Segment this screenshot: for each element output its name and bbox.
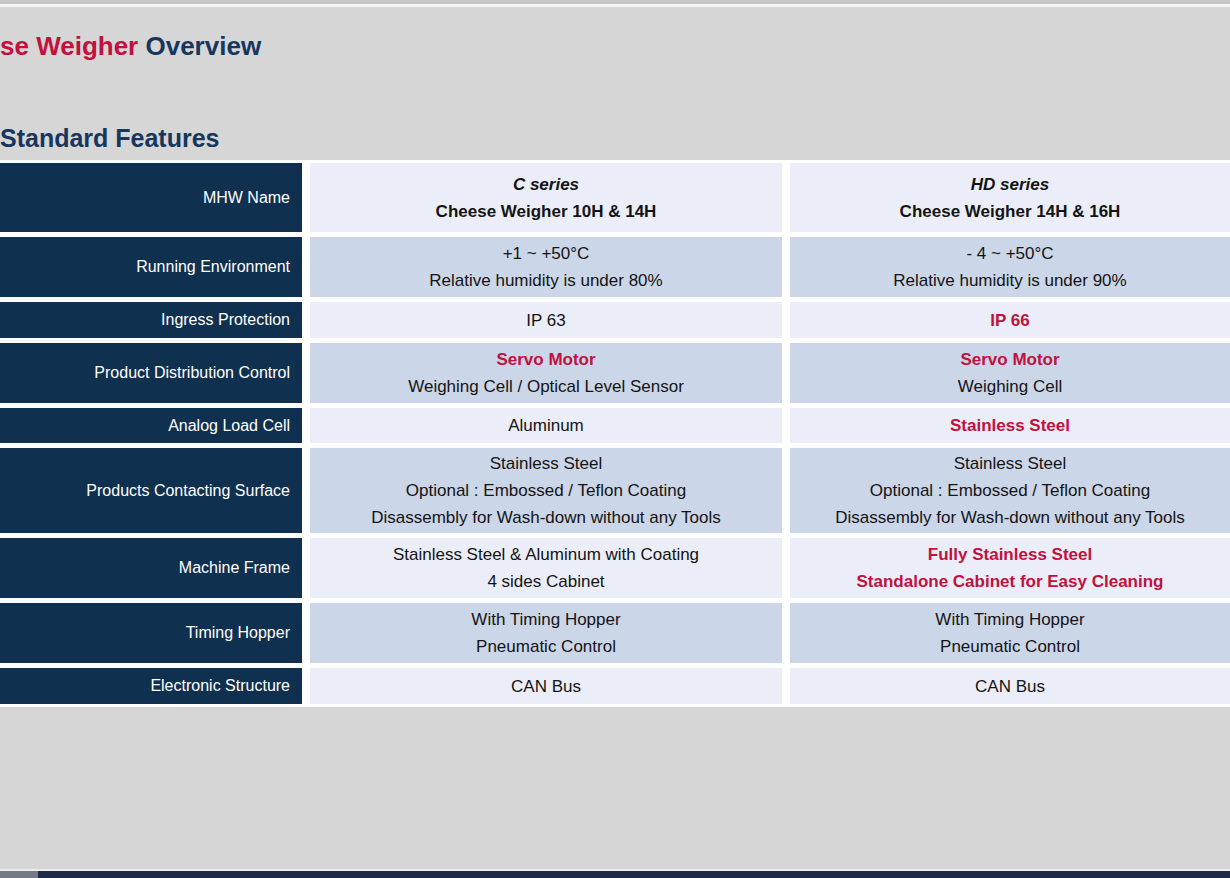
spec-cell-row3-col0: Servo MotorWeighing Cell / Optical Level…	[310, 343, 782, 403]
spec-line: With Timing Hopper	[471, 606, 620, 633]
spec-line: +1 ~ +50°C	[503, 240, 590, 267]
spec-cell-row4-col1: Stainless Steel	[790, 408, 1230, 443]
spec-line: IP 63	[526, 307, 565, 334]
spec-line: IP 66	[990, 307, 1029, 334]
spec-cell-row2-col1: IP 66	[790, 302, 1230, 338]
spec-line: 4 sides Cabinet	[487, 568, 604, 595]
row-header-cell: Ingress Protection	[0, 302, 302, 338]
spec-line: CAN Bus	[975, 673, 1045, 700]
row-header-cell: Running Environment	[0, 237, 302, 297]
spec-cell-row2-col0: IP 63	[310, 302, 782, 338]
slide-title: se Weigher Overview	[0, 31, 261, 62]
spec-line: Stainless Steel	[950, 412, 1070, 439]
spec-line: Optional : Embossed / Teflon Coating	[406, 477, 686, 504]
row-header-cell: Products Contacting Surface	[0, 448, 302, 533]
spec-line: Weighing Cell	[958, 373, 1063, 400]
features-table: MHW NameC seriesCheese Weigher 10H & 14H…	[0, 160, 1230, 707]
section-heading: Standard Features	[0, 124, 220, 153]
spec-line: Disassembly for Wash-down without any To…	[371, 504, 721, 531]
spec-line: CAN Bus	[511, 673, 581, 700]
spec-line: Relative humidity is under 80%	[429, 267, 662, 294]
spec-cell-row6-col0: Stainless Steel & Aluminum with Coating4…	[310, 538, 782, 598]
spec-line: HD series	[971, 171, 1049, 198]
spec-cell-row5-col0: Stainless SteelOptional : Embossed / Tef…	[310, 448, 782, 533]
slide-title-navy-part: Overview	[138, 31, 261, 61]
spec-line: Stainless Steel & Aluminum with Coating	[393, 541, 699, 568]
row-header-cell: MHW Name	[0, 163, 302, 232]
spec-cell-row7-col1: With Timing HopperPneumatic Control	[790, 603, 1230, 663]
spec-line: Stainless Steel	[954, 450, 1066, 477]
spec-line: Aluminum	[508, 412, 584, 439]
row-header-cell: Timing Hopper	[0, 603, 302, 663]
slide-title-red-part: se Weigher	[0, 31, 138, 61]
row-header-cell: Analog Load Cell	[0, 408, 302, 443]
spec-cell-row8-col0: CAN Bus	[310, 668, 782, 704]
row-header-cell: Machine Frame	[0, 538, 302, 598]
spec-line: Cheese Weigher 10H & 14H	[436, 198, 657, 225]
spec-cell-row1-col0: +1 ~ +50°CRelative humidity is under 80%	[310, 237, 782, 297]
spec-line: With Timing Hopper	[935, 606, 1084, 633]
spec-cell-row0-col1: HD seriesCheese Weigher 14H & 16H	[790, 163, 1230, 232]
spec-line: Pneumatic Control	[940, 633, 1080, 660]
top-divider-line	[0, 4, 1230, 7]
spec-line: Cheese Weigher 14H & 16H	[900, 198, 1121, 225]
spec-line: Weighing Cell / Optical Level Sensor	[408, 373, 684, 400]
bottom-bar	[0, 871, 1230, 878]
spec-line: C series	[513, 171, 579, 198]
spec-cell-row0-col0: C seriesCheese Weigher 10H & 14H	[310, 163, 782, 232]
spec-cell-row3-col1: Servo MotorWeighing Cell	[790, 343, 1230, 403]
spec-line: Pneumatic Control	[476, 633, 616, 660]
row-header-cell: Electronic Structure	[0, 668, 302, 704]
spec-line: Optional : Embossed / Teflon Coating	[870, 477, 1150, 504]
spec-cell-row7-col0: With Timing HopperPneumatic Control	[310, 603, 782, 663]
spec-line: Servo Motor	[960, 346, 1059, 373]
spec-line: Relative humidity is under 90%	[893, 267, 1126, 294]
spec-cell-row5-col1: Stainless SteelOptional : Embossed / Tef…	[790, 448, 1230, 533]
spec-line: Disassembly for Wash-down without any To…	[835, 504, 1185, 531]
spec-line: Servo Motor	[496, 346, 595, 373]
spec-cell-row4-col0: Aluminum	[310, 408, 782, 443]
spec-cell-row8-col1: CAN Bus	[790, 668, 1230, 704]
spec-line: - 4 ~ +50°C	[966, 240, 1053, 267]
spec-line: Standalone Cabinet for Easy Cleaning	[856, 568, 1163, 595]
bottom-bar-left-segment	[0, 871, 38, 878]
spec-line: Fully Stainless Steel	[928, 541, 1092, 568]
spec-cell-row1-col1: - 4 ~ +50°CRelative humidity is under 90…	[790, 237, 1230, 297]
row-header-cell: Product Distribution Control	[0, 343, 302, 403]
spec-line: Stainless Steel	[490, 450, 602, 477]
spec-cell-row6-col1: Fully Stainless SteelStandalone Cabinet …	[790, 538, 1230, 598]
